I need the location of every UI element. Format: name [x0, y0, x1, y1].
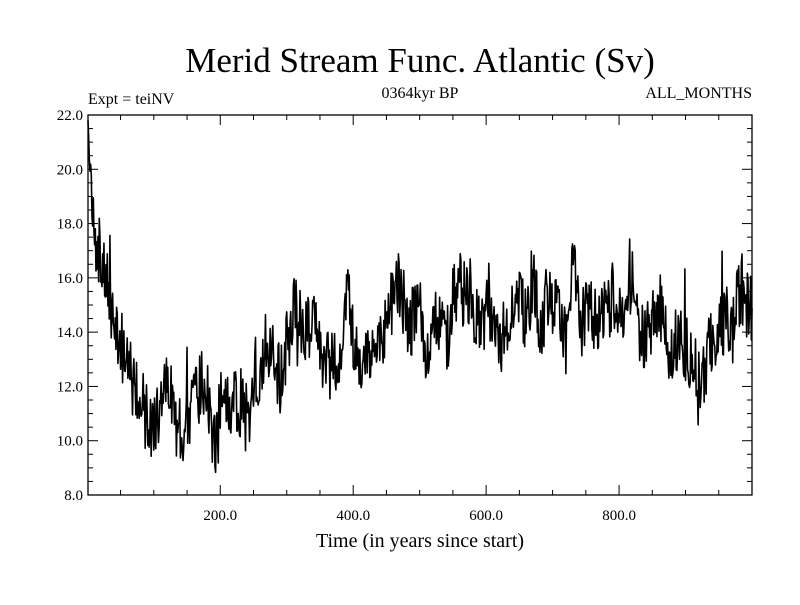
- x-tick-label: 800.0: [602, 508, 636, 524]
- chart-title: Merid Stream Func. Atlantic (Sv): [185, 41, 655, 80]
- x-axis-label: Time (in years since start): [316, 530, 524, 552]
- x-tick-label: 400.0: [336, 508, 370, 524]
- y-tick-label: 8.0: [64, 488, 83, 504]
- y-tick-label: 16.0: [57, 271, 83, 287]
- y-tick-label: 14.0: [57, 325, 83, 341]
- y-tick-label: 20.0: [57, 162, 83, 178]
- y-tick-label: 22.0: [57, 108, 83, 124]
- x-tick-label: 600.0: [469, 508, 503, 524]
- period-label: 0364kyr BP: [382, 85, 459, 102]
- y-tick-label: 18.0: [57, 217, 83, 233]
- months-label: ALL_MONTHS: [645, 85, 752, 102]
- y-tick-label: 10.0: [57, 434, 83, 450]
- series-line: [87, 120, 753, 474]
- experiment-label: Expt = teiNV: [88, 91, 175, 108]
- plot-frame: [87, 114, 753, 496]
- x-tick-label: 200.0: [203, 508, 237, 524]
- y-tick-label: 12.0: [57, 379, 83, 395]
- axes-ticks: 8.0 10.0 12.0 14.0 16.0 18.0 20.0 22.0 200.0 400.…: [57, 108, 752, 524]
